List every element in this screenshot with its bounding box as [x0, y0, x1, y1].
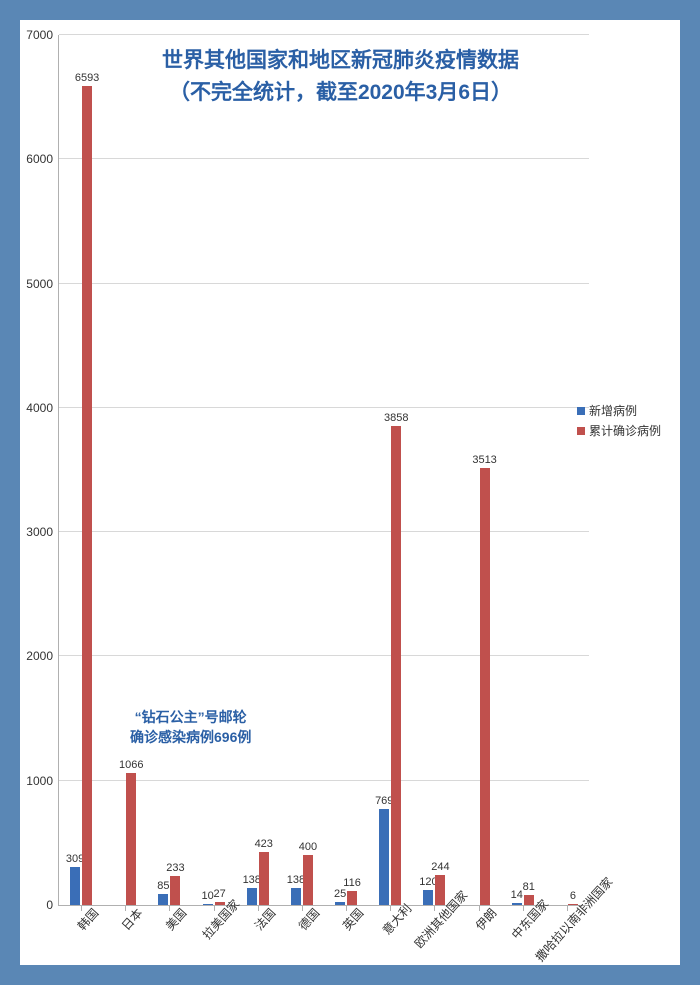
- bar-label: 116: [332, 877, 372, 889]
- bar-label: 27: [200, 888, 240, 900]
- annotation-line1: “钻石公主”号邮轮: [135, 709, 247, 725]
- bar: [247, 888, 257, 905]
- bar: [568, 904, 578, 905]
- x-tick-mark: [346, 905, 347, 911]
- bar-label: 1066: [111, 759, 151, 771]
- x-tick-label: 韩国: [73, 905, 102, 934]
- gridline: [59, 655, 589, 656]
- annotation-diamond-princess: “钻石公主”号邮轮 确诊感染病例696例: [130, 708, 251, 747]
- bar: [170, 876, 180, 905]
- gridline: [59, 34, 589, 35]
- x-tick-label: 德国: [294, 905, 323, 934]
- x-tick-label: 意大利: [379, 900, 416, 938]
- y-tick-label: 7000: [26, 28, 59, 42]
- gridline: [59, 158, 589, 159]
- legend-label: 新增病例: [589, 402, 637, 419]
- y-tick-label: 3000: [26, 525, 59, 539]
- bar-label: 81: [509, 881, 549, 893]
- x-tick-label: 伊朗: [471, 905, 500, 934]
- x-tick-label: 英国: [338, 905, 367, 934]
- legend-swatch: [577, 427, 585, 435]
- title-line1: 世界其他国家和地区新冠肺炎疫情数据: [162, 49, 519, 72]
- chart-container: 01000200030004000500060007000韩国3096593日本…: [0, 0, 700, 985]
- gridline: [59, 283, 589, 284]
- bar: [480, 468, 490, 905]
- x-tick-mark: [479, 905, 480, 911]
- bar: [203, 904, 213, 905]
- bar: [158, 894, 168, 905]
- x-tick-mark: [567, 905, 568, 911]
- gridline: [59, 407, 589, 408]
- title-line2: （不完全统计，截至2020年3月6日）: [169, 81, 512, 104]
- bar-label: 244: [420, 861, 460, 873]
- gridline: [59, 531, 589, 532]
- bar: [291, 888, 301, 905]
- bar: [524, 895, 534, 905]
- bar: [347, 891, 357, 905]
- x-tick-mark: [523, 905, 524, 911]
- legend-item: 新增病例: [577, 402, 661, 419]
- x-tick-label: 日本: [118, 905, 147, 934]
- y-tick-label: 4000: [26, 401, 59, 415]
- bar-label: 6: [553, 890, 593, 902]
- bar-label: 3513: [465, 454, 505, 466]
- y-tick-label: 5000: [26, 277, 59, 291]
- plot-area: 01000200030004000500060007000韩国3096593日本…: [58, 35, 589, 906]
- bar-label: 3858: [376, 412, 416, 424]
- bar: [423, 890, 433, 905]
- bar-label: 423: [244, 838, 284, 850]
- bar: [512, 903, 522, 905]
- chart-title: 世界其他国家和地区新冠肺炎疫情数据 （不完全统计，截至2020年3月6日）: [162, 45, 519, 108]
- bar: [70, 867, 80, 905]
- bar: [82, 86, 92, 905]
- legend-item: 累计确诊病例: [577, 422, 661, 439]
- x-tick-mark: [302, 905, 303, 911]
- gridline: [59, 780, 589, 781]
- x-tick-mark: [258, 905, 259, 911]
- y-tick-label: 1000: [26, 774, 59, 788]
- x-tick-mark: [125, 905, 126, 911]
- bar: [435, 875, 445, 905]
- annotation-line2: 确诊感染病例696例: [130, 729, 251, 745]
- bar: [126, 773, 136, 905]
- bar: [335, 902, 345, 905]
- x-tick-label: 法国: [250, 905, 279, 934]
- bar: [379, 809, 389, 905]
- y-tick-label: 0: [46, 898, 59, 912]
- bar-label: 6593: [67, 72, 107, 84]
- x-tick-mark: [169, 905, 170, 911]
- bar-label: 400: [288, 841, 328, 853]
- x-tick-mark: [390, 905, 391, 911]
- y-tick-label: 2000: [26, 649, 59, 663]
- x-tick-label: 美国: [162, 905, 191, 934]
- x-tick-mark: [434, 905, 435, 911]
- y-tick-label: 6000: [26, 152, 59, 166]
- bar: [391, 426, 401, 905]
- bar: [303, 855, 313, 905]
- legend-label: 累计确诊病例: [589, 422, 661, 439]
- bar: [259, 852, 269, 905]
- x-tick-mark: [214, 905, 215, 911]
- legend-swatch: [577, 407, 585, 415]
- bar-label: 233: [155, 862, 195, 874]
- x-tick-mark: [81, 905, 82, 911]
- legend: 新增病例累计确诊病例: [577, 402, 661, 442]
- bar: [215, 902, 225, 905]
